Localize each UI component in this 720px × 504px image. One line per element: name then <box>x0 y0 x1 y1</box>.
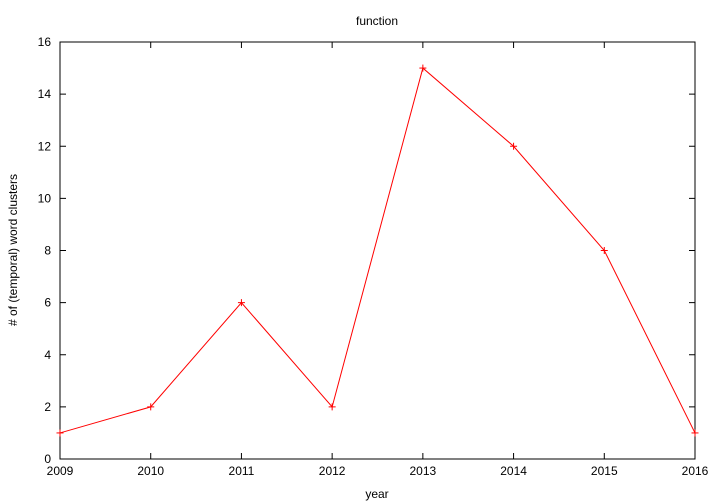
x-tick-label: 2014 <box>500 464 527 478</box>
data-point-marker <box>56 429 64 437</box>
data-point-marker <box>237 299 245 307</box>
data-point-marker <box>691 429 699 437</box>
data-point-marker <box>328 403 336 411</box>
y-tick-label: 4 <box>44 348 51 362</box>
y-tick-label: 2 <box>44 400 51 414</box>
x-tick-label: 2015 <box>591 464 618 478</box>
x-tick-label: 2010 <box>137 464 164 478</box>
x-tick-label: 2011 <box>229 464 255 478</box>
y-tick-label: 8 <box>44 244 51 258</box>
data-point-marker <box>419 64 427 72</box>
y-axis: 0 2 4 6 8 10 12 14 16 <box>38 35 695 466</box>
y-tick-label: 12 <box>38 139 52 153</box>
x-tick-label: 2009 <box>47 464 74 478</box>
chart-title: function <box>356 14 398 28</box>
y-tick-label: 10 <box>38 191 52 205</box>
x-tick-label: 2013 <box>410 464 437 478</box>
x-axis-label: year <box>365 487 388 501</box>
series-line <box>59 67 696 434</box>
data-point-marker <box>147 403 155 411</box>
data-point-marker <box>600 247 608 254</box>
x-tick-label: 2016 <box>682 464 709 478</box>
data-point-marker <box>510 142 518 150</box>
y-tick-label: 14 <box>38 87 52 101</box>
series-layer <box>56 64 699 437</box>
y-tick-label: 16 <box>38 35 52 49</box>
x-axis: 2009 2010 2011 2012 2013 2014 2015 2016 <box>47 42 709 478</box>
y-axis-label: # of (temporal) word clusters <box>6 174 20 326</box>
x-tick-label: 2012 <box>319 464 346 478</box>
y-tick-label: 6 <box>44 296 51 310</box>
plot-frame <box>59 41 696 460</box>
y-tick-label: 0 <box>44 452 51 466</box>
